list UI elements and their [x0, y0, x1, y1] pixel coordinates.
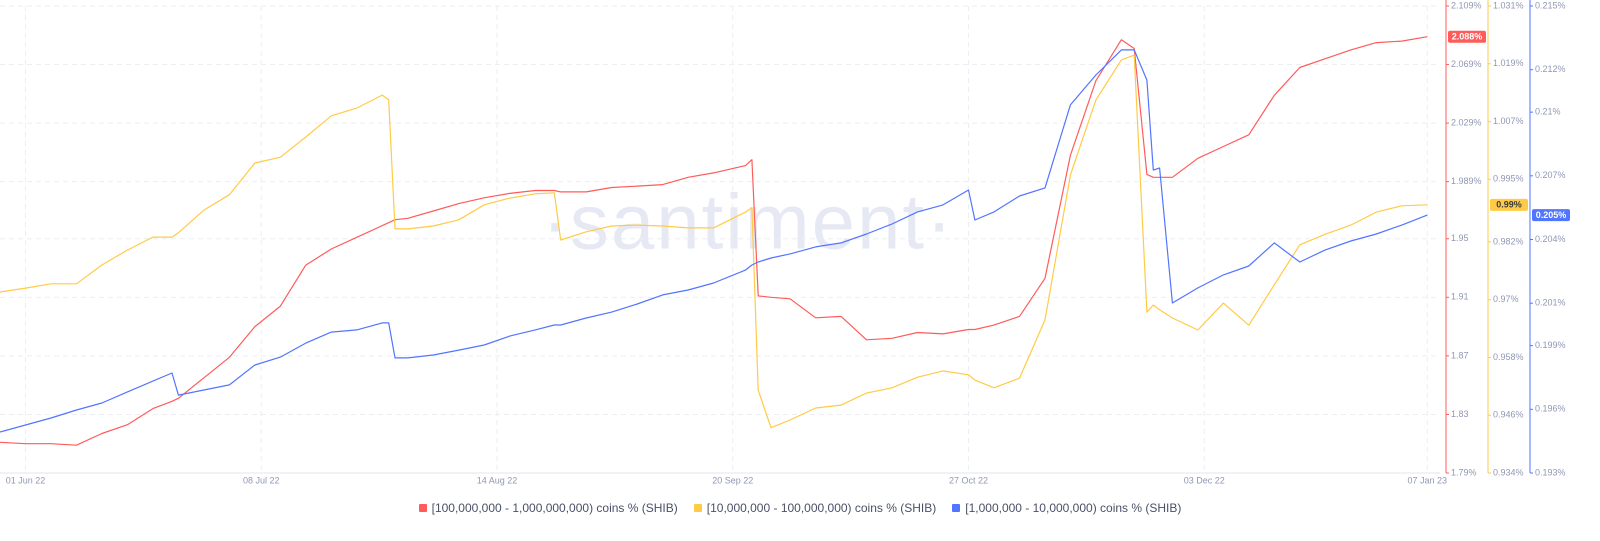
y-tick-label: 0.97% [1493, 294, 1519, 304]
y-tick-label: 1.91 [1451, 292, 1469, 302]
x-tick-label: 27 Oct 22 [949, 475, 988, 485]
y-tick-label: 0.21% [1535, 107, 1561, 117]
value-badge [1490, 198, 1528, 211]
legend-label: [100,000,000 - 1,000,000,000) coins % (S… [431, 501, 678, 515]
x-tick-label: 14 Aug 22 [477, 475, 518, 485]
x-tick-label: 08 Jul 22 [243, 475, 280, 485]
legend-label: [1,000,000 - 10,000,000) coins % (SHIB) [965, 501, 1182, 515]
y-tick-label: 1.83 [1451, 409, 1469, 419]
y-tick-label: 0.982% [1493, 236, 1524, 246]
series-line [0, 36, 1428, 446]
y-tick-label: 1.989% [1451, 176, 1482, 186]
y-tick-label: 0.196% [1535, 404, 1566, 414]
legend-item[interactable]: [10,000,000 - 100,000,000) coins % (SHIB… [693, 501, 937, 515]
y-tick-label: 0.958% [1493, 352, 1524, 362]
value-badge-label: 0.99% [1496, 200, 1522, 210]
y-tick-label: 1.007% [1493, 116, 1524, 126]
legend: [100,000,000 - 1,000,000,000) coins % (S… [0, 501, 1600, 515]
y-tick-label: 0.199% [1535, 340, 1566, 350]
value-badge [1448, 30, 1486, 43]
x-tick-label: 01 Jun 22 [6, 475, 46, 485]
y-tick-label: 1.79% [1451, 467, 1477, 477]
chart: ·santiment· 01 Jun 22 08 Jul 22 14 Aug 22 2… [0, 0, 1570, 485]
legend-swatch [418, 504, 427, 512]
value-badge-label: 0.205% [1536, 210, 1567, 220]
y-tick-label: 2.069% [1451, 59, 1482, 69]
value-badge-label: 2.088% [1452, 32, 1483, 42]
y-tick-label: 0.212% [1535, 64, 1566, 74]
value-badge [1532, 209, 1570, 222]
series-line [0, 54, 1428, 429]
legend-item[interactable]: [1,000,000 - 10,000,000) coins % (SHIB) [952, 501, 1181, 515]
watermark: ·santiment· [542, 178, 954, 266]
y-tick-label: 0.215% [1535, 0, 1566, 10]
legend-swatch [693, 504, 702, 512]
x-tick-label: 20 Sep 22 [712, 475, 753, 485]
legend-label: [10,000,000 - 100,000,000) coins % (SHIB… [706, 501, 937, 515]
y-tick-label: 0.207% [1535, 170, 1566, 180]
y-tick-label: 1.031% [1493, 0, 1524, 10]
legend-item[interactable]: [100,000,000 - 1,000,000,000) coins % (S… [418, 501, 678, 515]
y-tick-label: 0.201% [1535, 298, 1566, 308]
y-tick-label: 0.193% [1535, 467, 1566, 477]
x-tick-label: 03 Dec 22 [1184, 475, 1225, 485]
y-tick-label: 2.029% [1451, 117, 1482, 127]
y-tick-label: 0.995% [1493, 174, 1524, 184]
series-line [0, 49, 1428, 433]
x-tick-label: 07 Jan 23 [1407, 475, 1447, 485]
y-tick-label: 0.946% [1493, 410, 1524, 420]
y-tick-label: 1.019% [1493, 58, 1524, 68]
y-tick-label: 1.87 [1451, 350, 1469, 360]
legend-swatch [952, 504, 961, 512]
y-tick-label: 1.95 [1451, 233, 1469, 243]
y-tick-label: 0.204% [1535, 234, 1566, 244]
y-tick-label: 0.934% [1493, 467, 1524, 477]
y-tick-label: 2.109% [1451, 0, 1482, 10]
